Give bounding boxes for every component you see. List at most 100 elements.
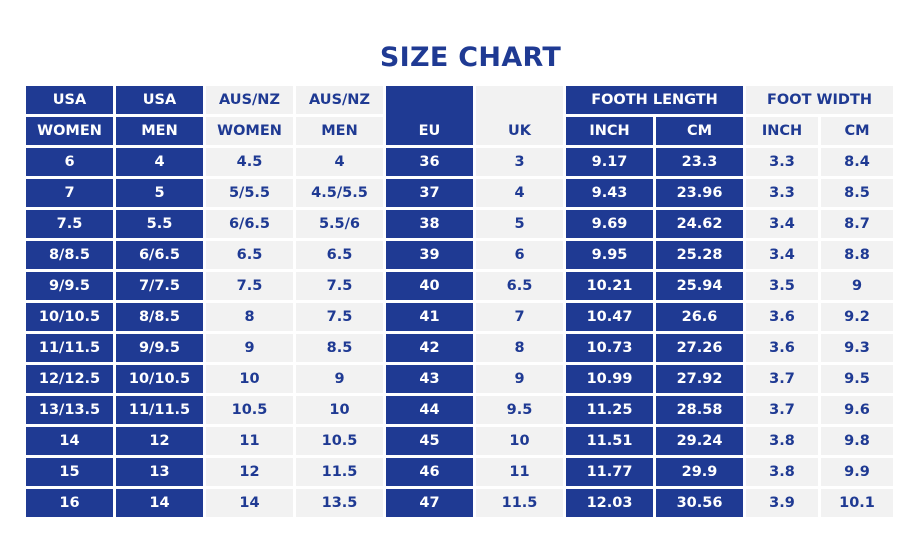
cell-eu: 47 <box>386 489 473 517</box>
cell-foot-width-inch: 3.7 <box>746 365 818 393</box>
cell-uk: 5 <box>476 210 563 238</box>
header-ausnz-men-bottom: MEN <box>296 117 383 145</box>
cell-foot-width-cm: 8.5 <box>821 179 893 207</box>
cell-eu: 42 <box>386 334 473 362</box>
cell-usa-men: 14 <box>116 489 203 517</box>
cell-ausnz-women: 5/5.5 <box>206 179 293 207</box>
cell-foot-width-cm: 9.5 <box>821 365 893 393</box>
cell-foot-length-cm: 27.26 <box>656 334 743 362</box>
cell-usa-women: 10/10.5 <box>26 303 113 331</box>
header-foot-width: FOOT WIDTH <box>746 86 893 114</box>
cell-foot-width-inch: 3.4 <box>746 210 818 238</box>
cell-ausnz-men: 6.5 <box>296 241 383 269</box>
page-title: SIZE CHART <box>379 42 562 73</box>
cell-foot-width-inch: 3.8 <box>746 427 818 455</box>
cell-uk: 7 <box>476 303 563 331</box>
cell-ausnz-women: 8 <box>206 303 293 331</box>
header-eu-label: EU <box>418 123 441 139</box>
cell-usa-women: 12/12.5 <box>26 365 113 393</box>
cell-usa-men: 5.5 <box>116 210 203 238</box>
cell-usa-women: 16 <box>26 489 113 517</box>
cell-ausnz-men: 8.5 <box>296 334 383 362</box>
cell-foot-length-inch: 12.03 <box>566 489 653 517</box>
header-ausnz-women-top: AUS/NZ <box>206 86 293 114</box>
cell-foot-width-inch: 3.6 <box>746 334 818 362</box>
cell-eu: 37 <box>386 179 473 207</box>
cell-ausnz-women: 4.5 <box>206 148 293 176</box>
cell-eu: 44 <box>386 396 473 424</box>
cell-uk: 4 <box>476 179 563 207</box>
cell-ausnz-men: 7.5 <box>296 303 383 331</box>
cell-eu: 46 <box>386 458 473 486</box>
cell-usa-women: 9/9.5 <box>26 272 113 300</box>
cell-uk: 11.5 <box>476 489 563 517</box>
cell-foot-width-inch: 3.9 <box>746 489 818 517</box>
cell-ausnz-women: 9 <box>206 334 293 362</box>
cell-foot-width-inch: 3.7 <box>746 396 818 424</box>
header-ausnz-men-top: AUS/NZ <box>296 86 383 114</box>
cell-usa-men: 12 <box>116 427 203 455</box>
cell-foot-width-cm: 9.8 <box>821 427 893 455</box>
cell-foot-length-inch: 11.77 <box>566 458 653 486</box>
cell-uk: 9.5 <box>476 396 563 424</box>
header-foot-width-inch: INCH <box>746 117 818 145</box>
header-eu: EU <box>386 86 473 145</box>
cell-usa-women: 7 <box>26 179 113 207</box>
cell-foot-length-cm: 23.3 <box>656 148 743 176</box>
cell-foot-width-cm: 9.2 <box>821 303 893 331</box>
cell-usa-women: 7.5 <box>26 210 113 238</box>
cell-uk: 10 <box>476 427 563 455</box>
cell-foot-width-cm: 9.9 <box>821 458 893 486</box>
cell-ausnz-women: 12 <box>206 458 293 486</box>
cell-foot-length-cm: 24.62 <box>656 210 743 238</box>
cell-foot-width-cm: 10.1 <box>821 489 893 517</box>
cell-foot-length-inch: 10.47 <box>566 303 653 331</box>
cell-ausnz-women: 10.5 <box>206 396 293 424</box>
cell-foot-length-cm: 26.6 <box>656 303 743 331</box>
cell-ausnz-men: 4.5/5.5 <box>296 179 383 207</box>
header-usa-women-bottom: WOMEN <box>26 117 113 145</box>
cell-usa-men: 11/11.5 <box>116 396 203 424</box>
cell-foot-width-cm: 8.4 <box>821 148 893 176</box>
cell-eu: 36 <box>386 148 473 176</box>
cell-usa-women: 8/8.5 <box>26 241 113 269</box>
header-foot-width-cm: CM <box>821 117 893 145</box>
cell-foot-width-inch: 3.6 <box>746 303 818 331</box>
cell-ausnz-men: 4 <box>296 148 383 176</box>
header-uk: UK <box>476 86 563 145</box>
header-foot-length-cm: CM <box>656 117 743 145</box>
header-usa-men-bottom: MEN <box>116 117 203 145</box>
cell-foot-length-inch: 11.25 <box>566 396 653 424</box>
cell-foot-length-cm: 29.24 <box>656 427 743 455</box>
size-chart-table: USA USA AUS/NZ AUS/NZ EU UK FOOTH LENGTH… <box>26 86 893 517</box>
cell-foot-width-inch: 3.5 <box>746 272 818 300</box>
cell-ausnz-women: 11 <box>206 427 293 455</box>
cell-ausnz-women: 6/6.5 <box>206 210 293 238</box>
cell-ausnz-women: 14 <box>206 489 293 517</box>
cell-uk: 9 <box>476 365 563 393</box>
cell-foot-length-cm: 30.56 <box>656 489 743 517</box>
cell-usa-men: 6/6.5 <box>116 241 203 269</box>
cell-foot-width-inch: 3.4 <box>746 241 818 269</box>
cell-foot-length-cm: 28.58 <box>656 396 743 424</box>
cell-foot-length-inch: 9.43 <box>566 179 653 207</box>
cell-usa-men: 5 <box>116 179 203 207</box>
header-usa-men-top: USA <box>116 86 203 114</box>
cell-eu: 38 <box>386 210 473 238</box>
cell-ausnz-men: 9 <box>296 365 383 393</box>
cell-ausnz-women: 6.5 <box>206 241 293 269</box>
cell-foot-length-inch: 9.17 <box>566 148 653 176</box>
cell-uk: 3 <box>476 148 563 176</box>
cell-foot-length-inch: 10.99 <box>566 365 653 393</box>
cell-ausnz-men: 7.5 <box>296 272 383 300</box>
cell-eu: 45 <box>386 427 473 455</box>
header-ausnz-women-bottom: WOMEN <box>206 117 293 145</box>
cell-foot-length-cm: 23.96 <box>656 179 743 207</box>
cell-uk: 6.5 <box>476 272 563 300</box>
cell-uk: 8 <box>476 334 563 362</box>
cell-foot-length-cm: 27.92 <box>656 365 743 393</box>
cell-ausnz-men: 10.5 <box>296 427 383 455</box>
cell-usa-men: 13 <box>116 458 203 486</box>
cell-foot-length-inch: 10.73 <box>566 334 653 362</box>
cell-uk: 6 <box>476 241 563 269</box>
